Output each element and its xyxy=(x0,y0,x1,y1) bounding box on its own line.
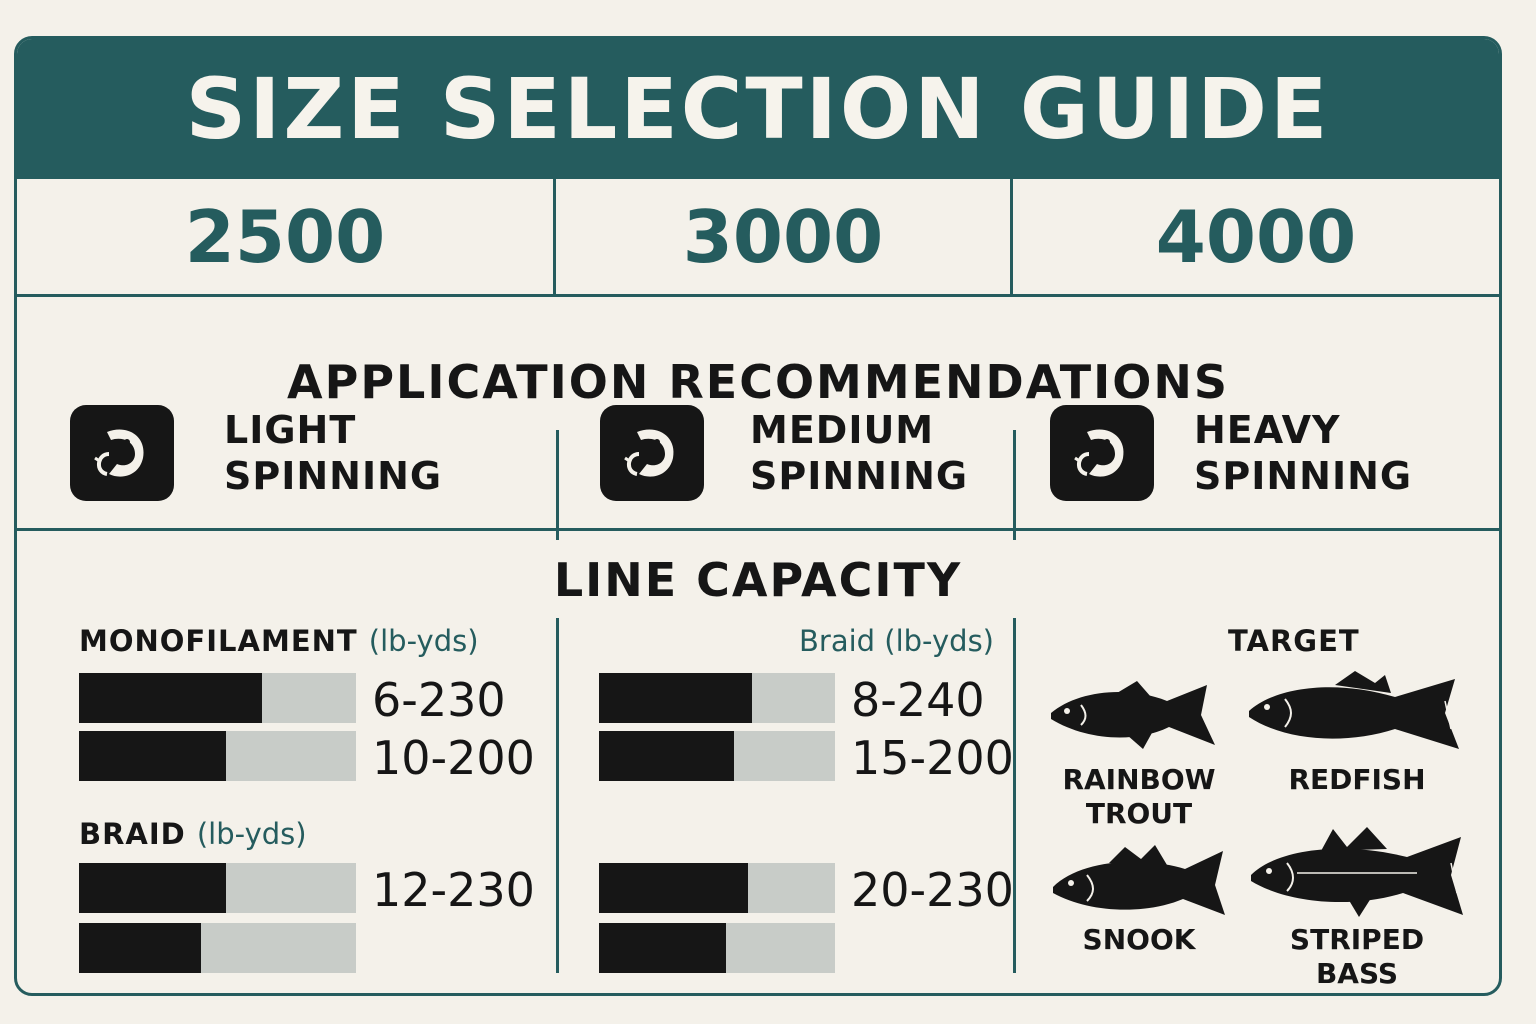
capacity-value: 15-200 xyxy=(851,731,1014,785)
header-banner: SIZE SELECTION GUIDE xyxy=(17,39,1499,179)
fish-name-snook: SNOOK xyxy=(1057,923,1221,957)
capacity-bar xyxy=(79,863,356,913)
app-medium-label: MEDIUM SPINNING xyxy=(750,407,968,499)
capacity-bar xyxy=(599,863,835,913)
trout-icon xyxy=(1051,681,1215,749)
line-capacity-section: LINE CAPACITY MONOFILAMENT (lb-yds) 6-23… xyxy=(17,531,1499,993)
fish-name-line1: STRIPED BASS xyxy=(1289,923,1425,990)
braid-label: BRAID (lb-yds) xyxy=(79,817,307,851)
capacity-bar xyxy=(79,731,356,781)
application-title: APPLICATION RECOMMENDATIONS xyxy=(287,355,1229,409)
fish-hook-icon xyxy=(70,405,174,501)
mono-unit: (lb-yds) xyxy=(368,624,479,658)
divider xyxy=(556,430,559,540)
app-light-line2: SPINNING xyxy=(224,454,443,498)
app-heavy-label: HEAVY SPINNING xyxy=(1194,407,1412,499)
capacity-bar xyxy=(599,923,835,973)
app-light-line1: LIGHT xyxy=(224,408,357,452)
capacity-bar xyxy=(599,731,835,781)
bar-fill xyxy=(599,673,753,723)
capacity-bar xyxy=(79,673,356,723)
app-medium-line2: SPINNING xyxy=(750,454,969,498)
divider xyxy=(1013,618,1016,973)
snook-icon xyxy=(1053,845,1225,915)
size-guide-card: SIZE SELECTION GUIDE 2500 3000 4000 APPL… xyxy=(14,36,1502,996)
app-medium-line1: MEDIUM xyxy=(750,408,935,452)
fish-name-striped-bass: STRIPED BASS xyxy=(1249,923,1465,991)
app-light: LIGHT SPINNING xyxy=(70,405,442,501)
fish-name-line1: SNOOK xyxy=(1082,923,1196,956)
page-title: SIZE SELECTION GUIDE xyxy=(185,60,1331,158)
size-2500: 2500 xyxy=(17,179,556,294)
application-section: APPLICATION RECOMMENDATIONS LIGHT SPINNI… xyxy=(17,297,1499,540)
capacity-value: 20-230 xyxy=(851,863,1014,917)
fish-hook-icon xyxy=(600,405,704,501)
divider xyxy=(1013,430,1016,540)
bar-fill xyxy=(79,673,262,723)
app-medium: MEDIUM SPINNING xyxy=(600,405,968,501)
size-4000: 4000 xyxy=(1155,194,1357,279)
fish-name-rainbow-trout: RAINBOW TROUT xyxy=(1057,763,1221,831)
divider xyxy=(556,618,559,973)
bar-fill xyxy=(79,923,201,973)
redfish-icon xyxy=(1249,671,1459,749)
capacity-bar xyxy=(599,673,835,723)
capacity-value: 12-230 xyxy=(372,863,535,917)
braid-label-text: BRAID xyxy=(79,817,186,851)
fish-name-redfish: REDFISH xyxy=(1279,763,1435,797)
bar-fill xyxy=(599,923,727,973)
app-heavy: HEAVY SPINNING xyxy=(1050,405,1412,501)
target-label: TARGET xyxy=(1228,624,1360,658)
bar-fill xyxy=(599,731,734,781)
braid-unit: (lb-yds) xyxy=(196,817,307,851)
fish-name-line1: REDFISH xyxy=(1288,763,1426,796)
line-capacity-title: LINE CAPACITY xyxy=(553,553,963,607)
braid-label-col2: Braid (lb-yds) xyxy=(799,624,994,658)
size-3000: 3000 xyxy=(556,179,1013,294)
mono-label-text: MONOFILAMENT xyxy=(79,624,358,658)
fish-name-line1: RAINBOW xyxy=(1062,763,1216,796)
app-heavy-line1: HEAVY xyxy=(1194,408,1341,452)
striped-bass-icon xyxy=(1251,827,1463,917)
app-light-label: LIGHT SPINNING xyxy=(224,407,442,499)
bar-fill xyxy=(599,863,748,913)
capacity-value: 6-230 xyxy=(372,673,506,727)
size-row: 2500 3000 4000 xyxy=(17,179,1499,297)
app-heavy-line2: SPINNING xyxy=(1194,454,1413,498)
capacity-value: 8-240 xyxy=(851,673,985,727)
bar-fill xyxy=(79,863,226,913)
capacity-value: 10-200 xyxy=(372,731,535,785)
mono-label: MONOFILAMENT (lb-yds) xyxy=(79,624,479,658)
bar-fill xyxy=(79,731,226,781)
fish-hook-icon xyxy=(1050,405,1154,501)
fish-name-line2: TROUT xyxy=(1085,797,1193,830)
capacity-bar xyxy=(79,923,356,973)
